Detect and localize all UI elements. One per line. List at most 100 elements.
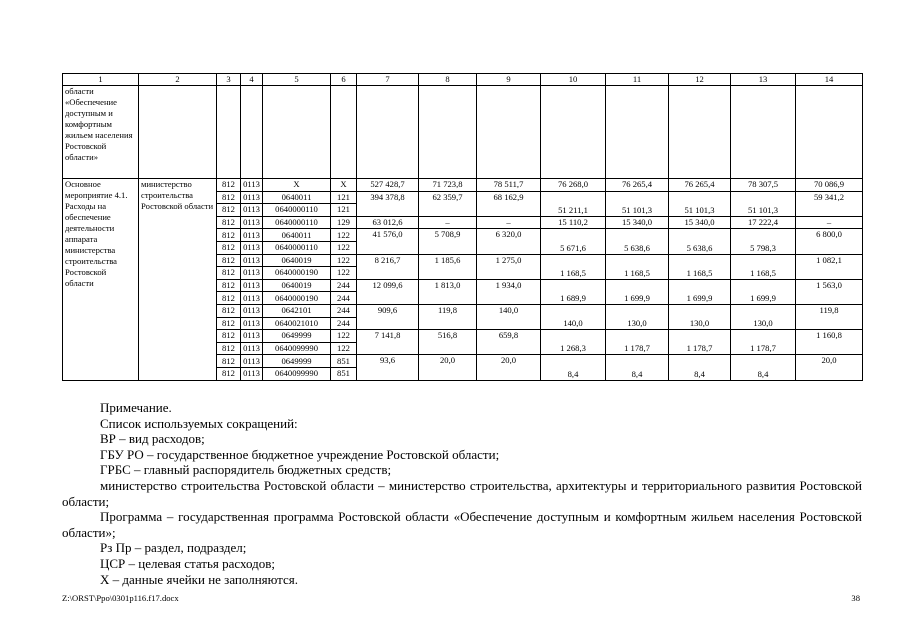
empty-cell — [668, 85, 731, 179]
column-header-4: 4 — [240, 73, 263, 86]
amount-col-13: 1 168,5 — [730, 253, 796, 280]
amount-col-8: 516,8 — [418, 329, 477, 356]
rz-pr-cell: 0113 — [240, 215, 263, 230]
amount-col-11: 130,0 — [605, 303, 669, 331]
amount-col-9: 140,0 — [476, 303, 541, 331]
column-header-12: 12 — [668, 73, 731, 86]
amount-col-8: 71 723,8 — [418, 178, 477, 192]
amount-col-9: 68 162,9 — [476, 190, 541, 217]
amount-col-7: 8 216,7 — [356, 253, 419, 280]
column-header-10: 10 — [540, 73, 606, 86]
rz-pr-cell: 0113 — [240, 228, 263, 242]
csr-cell: 0640000110 — [262, 240, 331, 255]
grbs-code-cell: 812 — [216, 303, 241, 318]
amount-col-11: 5 638,6 — [605, 228, 669, 255]
amount-col-12: 76 265,4 — [668, 178, 731, 192]
rz-pr-cell: 0113 — [240, 203, 263, 217]
rz-pr-cell: 0113 — [240, 253, 263, 268]
table-row: 812 0113 0642101 244 909,6 119,8 140,0 140,0 130… — [63, 303, 863, 331]
vr-cell: 244 — [330, 291, 357, 305]
amount-col-10: 5 671,6 — [540, 228, 606, 255]
amount-col-7: 909,6 — [356, 303, 419, 331]
header-row: 1 2 3 4 5 6 7 8 9 10 11 12 13 14 — [62, 73, 863, 86]
amount-col-13: 17 222,4 — [730, 215, 796, 230]
column-header-8: 8 — [418, 73, 477, 86]
amount-col-8: 119,8 — [418, 303, 477, 331]
vr-cell: 121 — [330, 203, 357, 217]
page-number: 38 — [851, 593, 860, 603]
footer-file-path: Z:\ORST\Ppo\0301p116.f17.docx — [62, 593, 179, 603]
vr-cell: 122 — [330, 329, 357, 343]
csr-cell: 0640011 — [262, 190, 331, 205]
amount-col-9: 1 934,0 — [476, 278, 541, 305]
amount-col-9: 1 275,0 — [476, 253, 541, 280]
amount-col-7: 93,6 — [356, 354, 419, 381]
grbs-code-cell: 812 — [216, 329, 241, 343]
amount-col-13: 78 307,5 — [730, 178, 796, 192]
amount-col-9: 659,8 — [476, 329, 541, 356]
amount-col-14: 1 563,0 — [795, 278, 863, 305]
vr-cell: 851 — [330, 366, 357, 381]
amount-col-8: 5 708,9 — [418, 228, 477, 255]
amount-col-7: 527 428,7 — [356, 178, 419, 192]
table-row: 812 0113 0640019 244 12 099,6 1 813,0 1 934,0 1… — [63, 278, 863, 305]
rz-pr-cell: 0113 — [240, 303, 263, 318]
amount-col-14: 6 800,0 — [795, 228, 863, 255]
column-header-9: 9 — [476, 73, 541, 86]
amount-col-10: 15 110,2 — [540, 215, 606, 230]
amount-col-9: 78 511,7 — [476, 178, 541, 192]
rz-pr-cell: 0113 — [240, 240, 263, 255]
amount-col-8: 1 813,0 — [418, 278, 477, 305]
vr-cell: 122 — [330, 240, 357, 255]
grbs-code-cell: 812 — [216, 253, 241, 268]
amount-col-7: 41 576,0 — [356, 228, 419, 255]
column-header-13: 13 — [730, 73, 796, 86]
rz-pr-cell: 0113 — [240, 341, 263, 356]
empty-cell — [356, 85, 419, 179]
amount-col-11: 8,4 — [605, 354, 669, 381]
amount-col-11: 76 265,4 — [605, 178, 669, 192]
amount-col-13: 8,4 — [730, 354, 796, 381]
amount-col-12: 15 340,0 — [668, 215, 731, 230]
amount-col-10: 76 268,0 — [540, 178, 606, 192]
table-row: 812 0113 0640011 121 394 378,8 62 359,7 68 162… — [63, 190, 863, 217]
note-line: Список используемых сокращений: — [100, 415, 298, 431]
amount-col-14: 20,0 — [795, 354, 863, 381]
vr-cell: 122 — [330, 266, 357, 280]
csr-cell: 0649999 — [262, 354, 331, 368]
note-line: Х – данные ячейки не заполняются. — [100, 571, 299, 587]
amount-col-12: 1 178,7 — [668, 329, 731, 356]
grbs-code-cell: 812 — [216, 316, 241, 331]
note-line: Рз Пр – раздел, подраздел; — [100, 540, 247, 556]
empty-cell — [138, 85, 217, 179]
vr-cell: 851 — [330, 354, 357, 368]
empty-cell — [476, 85, 541, 179]
amount-col-9: 6 320,0 — [476, 228, 541, 255]
note-line: ВР – вид расходов; — [100, 431, 205, 447]
amount-col-13: 1 178,7 — [730, 329, 796, 356]
vr-cell: 244 — [330, 316, 357, 331]
amount-col-13: 1 699,9 — [730, 278, 796, 305]
vr-cell: 244 — [330, 278, 357, 293]
vr-cell: 129 — [330, 215, 357, 230]
note-line: ГРБС – главный распорядитель бюджетных с… — [100, 462, 392, 478]
amount-col-12: 5 638,6 — [668, 228, 731, 255]
amount-col-12: 8,4 — [668, 354, 731, 381]
column-header-7: 7 — [356, 73, 419, 86]
grbs-code-cell: 812 — [216, 341, 241, 356]
rz-pr-cell: 0113 — [240, 178, 263, 192]
csr-cell: 0640000190 — [262, 266, 331, 280]
empty-cell — [540, 85, 606, 179]
grbs-code-cell: 812 — [216, 190, 241, 205]
notes: Примечание. Список используемых сокращени… — [62, 400, 862, 587]
amount-col-14: 59 341,2 — [795, 190, 863, 217]
csr-cell: 0640000190 — [262, 291, 331, 305]
amount-col-13: 5 798,3 — [730, 228, 796, 255]
rz-pr-cell: 0113 — [240, 329, 263, 343]
amount-col-7: 394 378,8 — [356, 190, 419, 217]
grbs-code-cell: 812 — [216, 366, 241, 381]
vr-cell: 122 — [330, 341, 357, 356]
amount-col-8: 62 359,7 — [418, 190, 477, 217]
grbs-code-cell: 812 — [216, 291, 241, 305]
table-row: 812 0113 0649999 122 7 141,8 516,8 659,8 1 268,… — [63, 329, 863, 356]
